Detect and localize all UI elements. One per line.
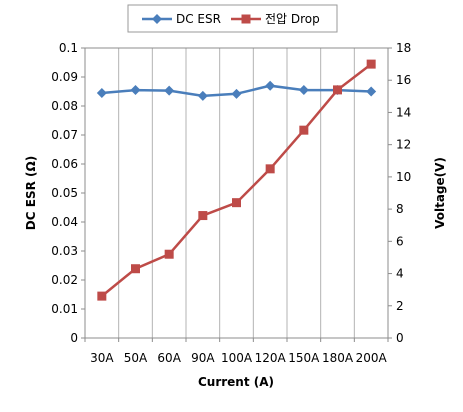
y-left-tick-label: 0 [70, 331, 78, 345]
y-right-tick-label: 8 [396, 202, 404, 216]
x-tick-label: 30A [90, 351, 114, 365]
series-line-voltage-drop [101, 63, 372, 298]
data-point-voltage-drop [265, 164, 275, 174]
y-right-tick-label: 10 [396, 170, 411, 184]
x-tick-label: 50A [124, 351, 148, 365]
x-tick-label: 180A [322, 351, 354, 365]
x-tick-label: 200A [356, 351, 388, 365]
y-left-tick-label: 0.09 [51, 70, 78, 84]
x-tick-label: 120A [255, 351, 287, 365]
y-right-tick-label: 2 [396, 299, 404, 313]
data-point-voltage-drop [333, 85, 342, 95]
x-axis-title: Current (A) [198, 375, 274, 389]
series-layer [96, 59, 377, 301]
y-left-tick-label: 0.1 [59, 41, 78, 55]
y-right-tick-label: 18 [396, 41, 411, 55]
y-left-tick-label: 0.07 [51, 128, 78, 142]
data-point-voltage-drop [366, 59, 376, 69]
left-axis: 0 0.01 0.02 0.03 0.04 0.05 0.06 0.07 0.08 0.09 0.1 [51, 41, 85, 345]
y-right-tick-label: 6 [396, 234, 404, 248]
data-point-dc-esr [164, 85, 175, 96]
y-right-tick-label: 12 [396, 138, 411, 152]
data-point-dc-esr [231, 88, 242, 99]
x-tick-label: 90A [191, 351, 215, 365]
x-tick-label: 100A [221, 351, 253, 365]
y-right-tick-label: 0 [396, 331, 404, 345]
x-tick-label: 150A [288, 351, 320, 365]
data-point-voltage-drop [164, 249, 174, 259]
data-point-dc-esr [298, 85, 309, 96]
legend-label-voltage-drop: 전압 Drop [265, 12, 320, 26]
y-left-tick-label: 0.05 [51, 186, 78, 200]
data-point-voltage-drop [232, 198, 241, 208]
x-tick-label: 60A [157, 351, 181, 365]
y-left-tick-label: 0.02 [51, 273, 78, 287]
y-left-tick-label: 0.08 [51, 99, 78, 113]
y-left-tick-label: 0.06 [51, 157, 78, 171]
data-point-voltage-drop [97, 291, 107, 301]
right-axis: 0 2 4 6 8 10 12 14 16 18 [388, 41, 411, 345]
data-point-voltage-drop [299, 125, 309, 135]
legend-label-dc-esr: DC ESR [176, 12, 221, 26]
data-point-dc-esr [96, 87, 107, 98]
data-point-dc-esr [197, 90, 208, 101]
y-axis-right-title: Voltage(V) [433, 157, 447, 229]
x-axis: 30A 50A 60A 90A 100A 120A 150A 180A 200A [84, 338, 389, 365]
y-axis-left-title: DC ESR (Ω) [24, 156, 38, 230]
data-point-dc-esr [265, 80, 276, 91]
legend: DC ESR 전압 Drop [127, 4, 338, 33]
legend-marker-square [241, 14, 251, 24]
data-point-dc-esr [130, 85, 141, 96]
y-right-tick-label: 16 [396, 73, 411, 87]
y-left-tick-label: 0.04 [51, 215, 78, 229]
grid [118, 48, 355, 338]
data-point-dc-esr [366, 86, 377, 97]
legend-marker-diamond [152, 14, 162, 24]
y-left-tick-label: 0.03 [51, 244, 78, 258]
y-right-tick-label: 4 [396, 267, 404, 281]
data-point-voltage-drop [131, 264, 140, 274]
data-point-voltage-drop [198, 211, 208, 221]
y-right-tick-label: 14 [396, 105, 411, 119]
y-left-tick-label: 0.01 [51, 302, 78, 316]
